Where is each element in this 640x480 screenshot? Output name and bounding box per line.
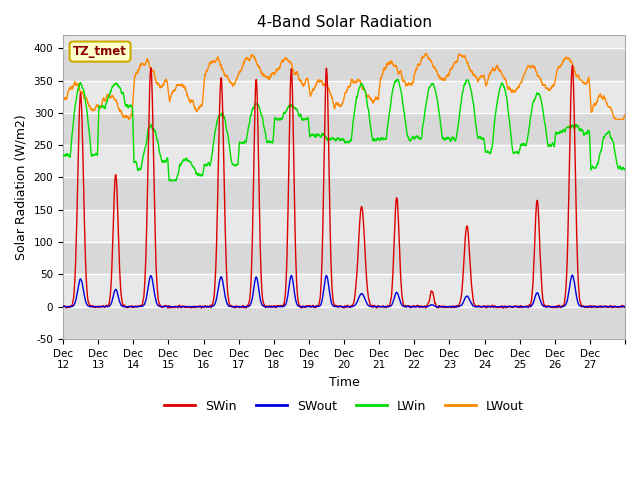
Bar bbox=[63, 210, 625, 242]
Bar bbox=[63, 113, 625, 145]
Bar bbox=[63, 145, 625, 178]
X-axis label: Time: Time bbox=[328, 376, 360, 389]
Bar bbox=[63, 307, 625, 339]
Bar bbox=[63, 178, 625, 210]
Bar bbox=[63, 242, 625, 275]
Title: 4-Band Solar Radiation: 4-Band Solar Radiation bbox=[257, 15, 431, 30]
Bar bbox=[63, 81, 625, 113]
Text: TZ_tmet: TZ_tmet bbox=[73, 45, 127, 58]
Bar bbox=[63, 48, 625, 81]
Y-axis label: Solar Radiation (W/m2): Solar Radiation (W/m2) bbox=[15, 114, 28, 260]
Legend: SWin, SWout, LWin, LWout: SWin, SWout, LWin, LWout bbox=[159, 395, 529, 418]
Bar bbox=[63, 275, 625, 307]
